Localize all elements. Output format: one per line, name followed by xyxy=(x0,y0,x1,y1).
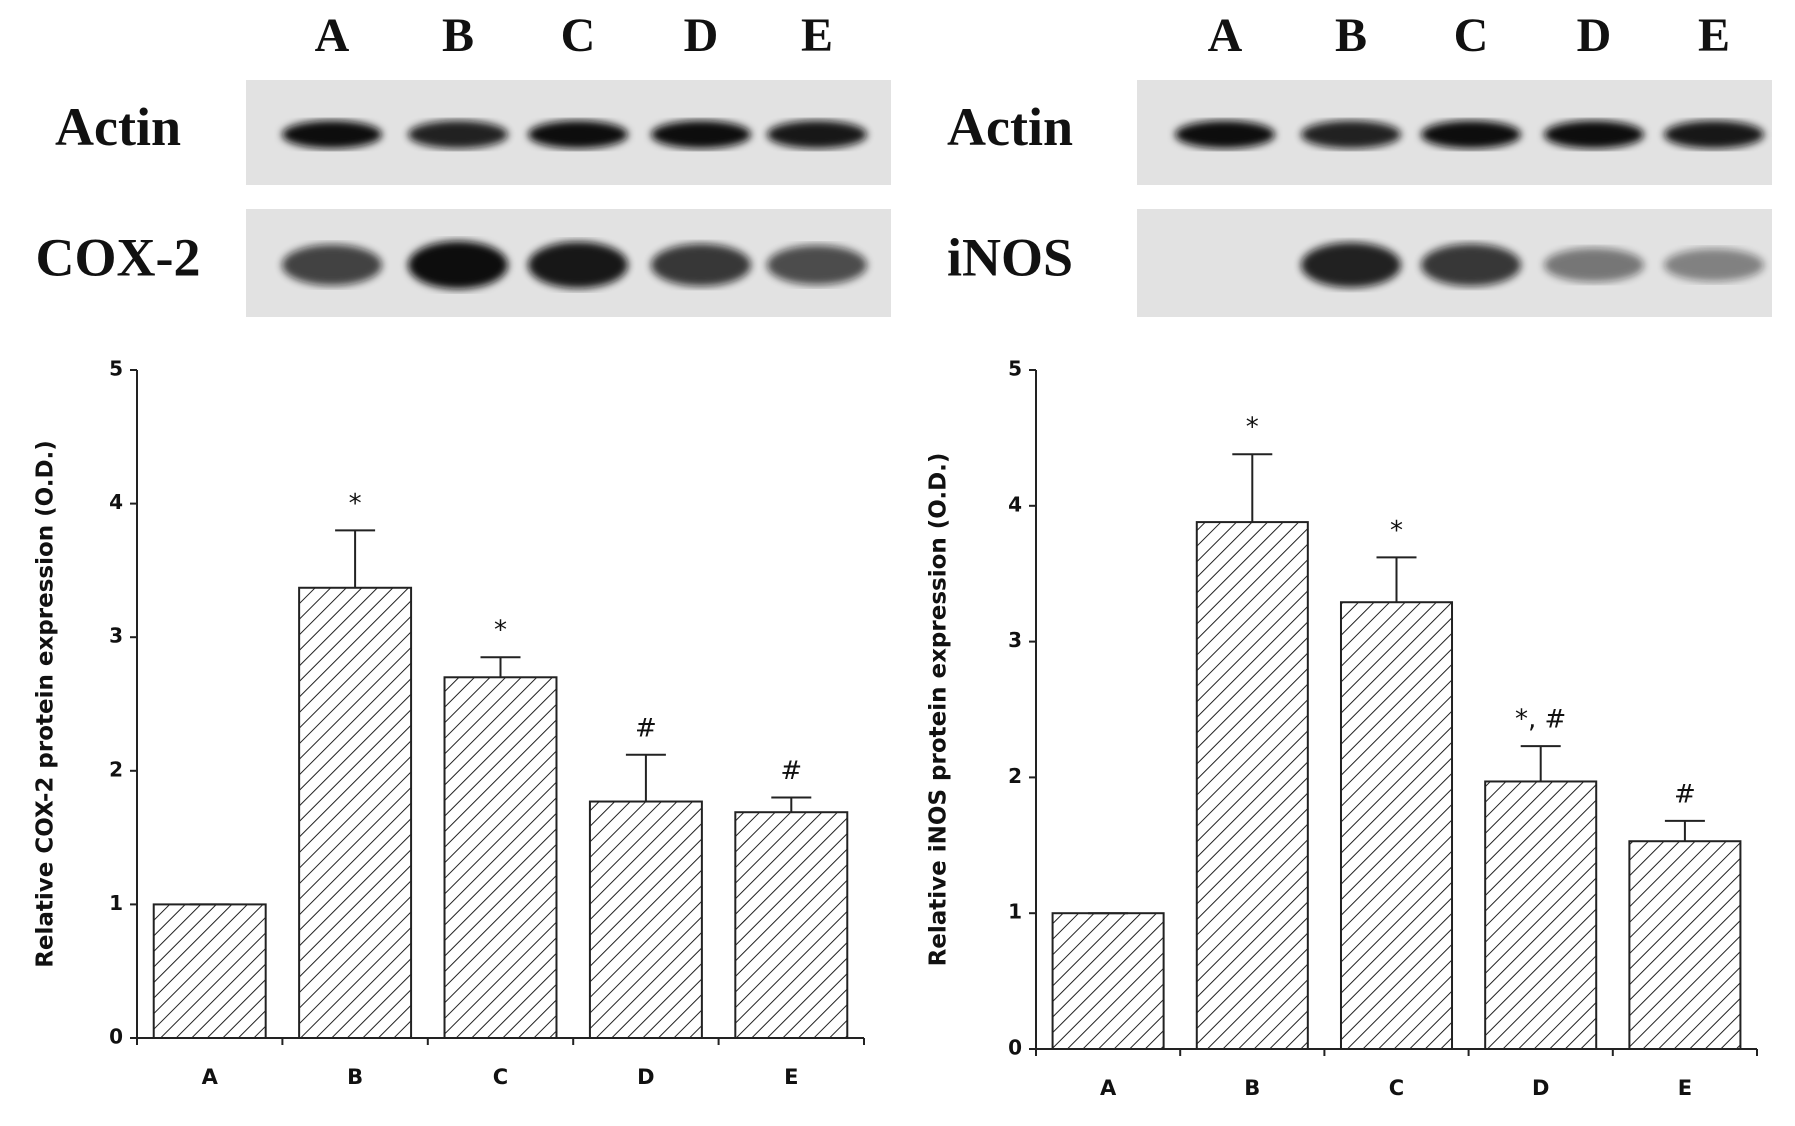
significance-label: # xyxy=(635,713,657,743)
significance-label: * xyxy=(494,616,507,646)
y-tick-label: 3 xyxy=(109,624,123,648)
y-tick-label: 3 xyxy=(1008,628,1022,652)
blot-band xyxy=(651,120,751,149)
y-tick-label: 5 xyxy=(109,357,123,381)
x-tick-label: B xyxy=(1244,1076,1260,1100)
significance-label: * xyxy=(349,489,362,519)
error-bar xyxy=(771,796,812,813)
blot-band xyxy=(1544,120,1644,149)
lane-label: C xyxy=(561,9,596,62)
row-label: iNOS xyxy=(947,227,1073,287)
y-tick-label: 1 xyxy=(1008,900,1022,924)
blot-band xyxy=(767,245,867,285)
x-tick-label: D xyxy=(637,1065,654,1089)
y-axis-title: Relative COX-2 protein expression (O.D.) xyxy=(33,440,59,968)
bar xyxy=(152,903,267,1040)
error-bar xyxy=(480,656,521,678)
blot-band xyxy=(1544,248,1644,282)
x-tick-label: D xyxy=(1532,1076,1549,1100)
x-tick-label: B xyxy=(347,1065,363,1089)
bar xyxy=(1628,840,1742,1051)
blot-band xyxy=(528,241,628,289)
bar xyxy=(443,676,558,1040)
bar xyxy=(1195,521,1309,1050)
blot-band xyxy=(1301,242,1401,288)
y-tick-label: 0 xyxy=(109,1025,123,1049)
y-axis-title: Relative iNOS protein expression (O.D.) xyxy=(926,453,952,967)
x-tick-label: A xyxy=(1100,1076,1117,1100)
lane-label: A xyxy=(315,9,350,62)
y-tick-label: 4 xyxy=(1008,492,1022,516)
significance-label: * xyxy=(1390,516,1403,546)
y-tick-label: 5 xyxy=(1008,357,1022,381)
x-tick-label: E xyxy=(784,1065,798,1089)
lane-label: D xyxy=(684,9,719,62)
y-tick-label: 4 xyxy=(109,490,123,514)
significance-label: *, # xyxy=(1515,705,1566,735)
blot-band xyxy=(1421,120,1521,149)
error-bar xyxy=(335,529,376,588)
lane-label: B xyxy=(1335,9,1367,62)
bar xyxy=(1339,601,1454,1051)
bar xyxy=(298,586,413,1039)
significance-label: # xyxy=(780,756,802,786)
bar-chart: 0 1 2 3 4 5 Relative iNOS protein expression (… xyxy=(926,357,1758,1100)
row-label: COX-2 xyxy=(36,227,201,287)
row-label: Actin xyxy=(947,97,1073,157)
blot-band xyxy=(408,241,508,289)
bar xyxy=(1051,912,1165,1051)
blot-band xyxy=(1175,120,1275,149)
blot-band xyxy=(651,243,751,287)
lane-label: D xyxy=(1577,9,1612,62)
error-bar xyxy=(1520,745,1561,782)
blot-band xyxy=(282,120,382,149)
error-bar xyxy=(625,753,666,802)
error-bar xyxy=(1376,556,1417,603)
blot-band xyxy=(767,120,867,149)
y-tick-label: 0 xyxy=(1008,1036,1022,1060)
blot-band xyxy=(282,244,382,286)
bar xyxy=(588,800,703,1040)
blot-band xyxy=(408,120,508,149)
blot-band xyxy=(1301,120,1401,149)
blot-band xyxy=(1421,243,1521,287)
row-label: Actin xyxy=(55,97,181,157)
blot-band xyxy=(1664,120,1764,149)
western-blot: A B C D E Actin COX-2 xyxy=(36,9,891,317)
bar-chart: 0 1 2 3 4 5 Relative COX-2 protein expression … xyxy=(33,357,865,1089)
lane-label: A xyxy=(1208,9,1243,62)
error-bar xyxy=(1232,453,1273,523)
western-blot: A B C D E Actin iNOS xyxy=(947,9,1772,317)
blot-band xyxy=(528,120,628,149)
lane-label: C xyxy=(1454,9,1489,62)
lane-label: B xyxy=(442,9,474,62)
x-tick-label: C xyxy=(1389,1076,1404,1100)
significance-label: * xyxy=(1246,413,1259,443)
blot-band xyxy=(1664,248,1764,282)
lane-label: E xyxy=(1698,9,1730,62)
lane-label: E xyxy=(801,9,833,62)
significance-label: # xyxy=(1674,779,1696,809)
x-tick-label: C xyxy=(493,1065,508,1089)
y-tick-label: 1 xyxy=(109,891,123,915)
bar xyxy=(1484,780,1598,1050)
bar xyxy=(734,811,849,1039)
x-tick-label: A xyxy=(202,1065,219,1089)
error-bar xyxy=(1664,819,1705,842)
x-tick-label: E xyxy=(1678,1076,1692,1100)
y-tick-label: 2 xyxy=(109,757,123,781)
y-tick-label: 2 xyxy=(1008,764,1022,788)
